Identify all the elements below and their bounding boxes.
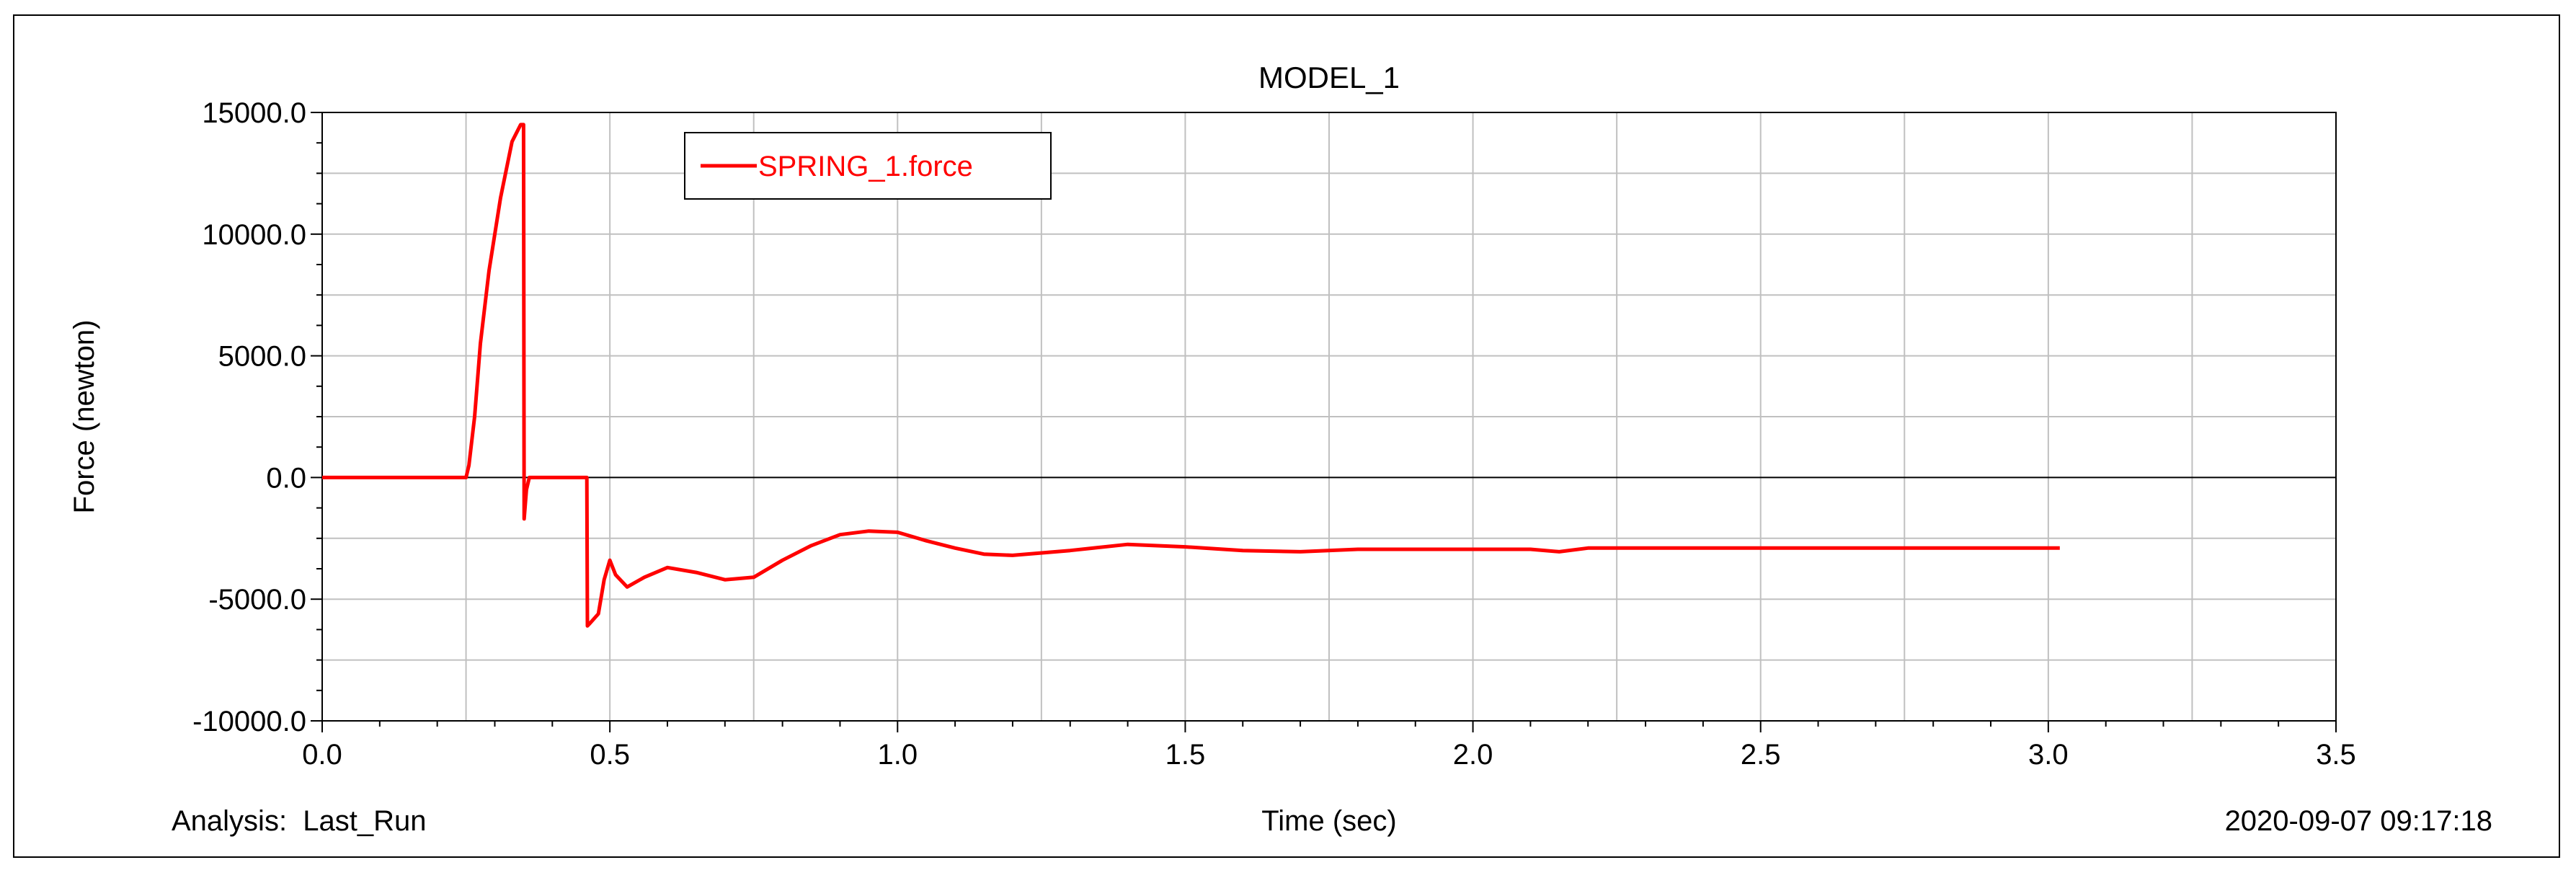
x-tick-label: 1.5 xyxy=(1165,739,1206,771)
x-tick-label: 1.0 xyxy=(877,739,918,771)
x-tick-label: 3.5 xyxy=(2316,739,2356,771)
grid-layer xyxy=(322,112,2336,721)
legend: SPRING_1.force xyxy=(684,132,1052,200)
x-tick-label: 2.0 xyxy=(1453,739,1493,771)
x-tick-label: 2.5 xyxy=(1741,739,1781,771)
y-tick-label: -5000.0 xyxy=(208,584,306,616)
legend-label: SPRING_1.force xyxy=(758,151,973,182)
plot-area xyxy=(321,112,2337,722)
y-tick-label: -10000.0 xyxy=(192,706,306,737)
x-tick-label: 0.0 xyxy=(302,739,342,771)
y-tick-label: 10000.0 xyxy=(202,219,306,251)
y-tick-label: 0.0 xyxy=(266,462,306,494)
y-tick-label: 5000.0 xyxy=(218,341,306,373)
series-line xyxy=(322,123,2060,628)
chart-frame: 0.0 0.5 1.0 1.5 2.0 2.5 3.0 3.5 15000.0 10000.0 50… xyxy=(13,14,2560,858)
chart-title: MODEL_1 xyxy=(1258,61,1400,94)
chart-svg: 0.0 0.5 1.0 1.5 2.0 2.5 3.0 3.5 15000.0 10000.0 50… xyxy=(68,61,2492,837)
y-axis-label: Force (newton) xyxy=(68,320,100,514)
timestamp: 2020-09-07 09:17:18 xyxy=(2225,805,2492,837)
y-tick-label: 15000.0 xyxy=(202,97,306,129)
series-layer xyxy=(322,123,2060,628)
x-tick-label: 0.5 xyxy=(590,739,630,771)
analysis-label: Analysis: Last_Run xyxy=(172,805,427,837)
x-tick-label: 3.0 xyxy=(2028,739,2069,771)
tick-layer: 0.0 0.5 1.0 1.5 2.0 2.5 3.0 3.5 15000.0 10000.0 50… xyxy=(192,97,2356,771)
x-axis-label: Time (sec) xyxy=(1261,805,1396,837)
